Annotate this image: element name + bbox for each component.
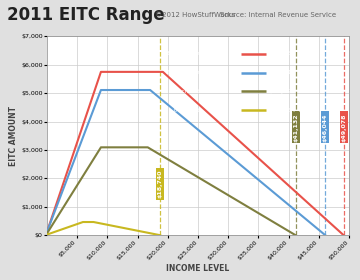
Text: $49,078: $49,078 — [341, 113, 346, 141]
Text: $41,132: $41,132 — [293, 113, 298, 142]
Text: ©2012 HowStuffWorks: ©2012 HowStuffWorks — [155, 12, 235, 18]
Text: 2011 EITC Range: 2011 EITC Range — [7, 6, 165, 24]
X-axis label: INCOME LEVEL: INCOME LEVEL — [166, 264, 230, 273]
Y-axis label: EITC AMOUNT: EITC AMOUNT — [9, 106, 18, 166]
Text: $46,044: $46,044 — [323, 113, 328, 141]
Text: Source: Internal Revenue Service: Source: Internal Revenue Service — [220, 12, 336, 18]
Text: $18,740: $18,740 — [158, 170, 163, 198]
